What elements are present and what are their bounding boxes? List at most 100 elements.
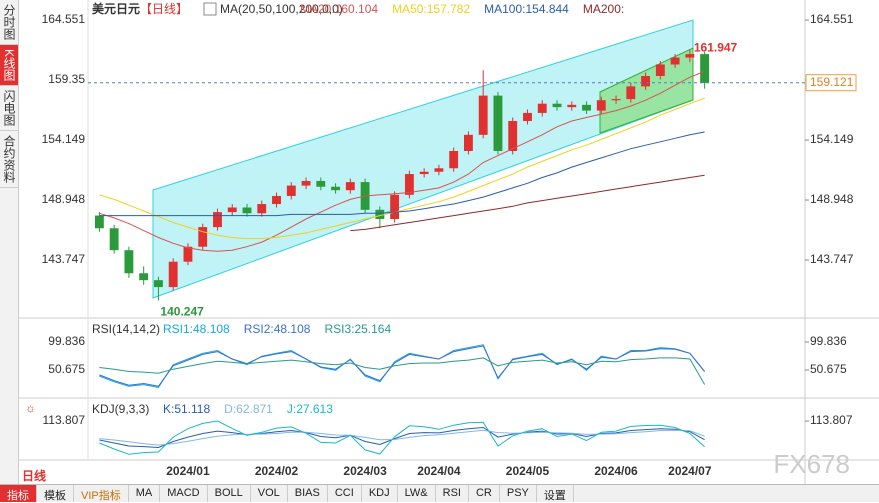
candle-body <box>109 228 119 251</box>
watermark: FX678 <box>773 449 850 479</box>
last-price-label: 159.121 <box>810 75 854 89</box>
candle-body <box>626 86 636 100</box>
toolbar: 指标 模板 VIP指标 MA MACD BOLL VOL BIAS CCI KDJ LW& RSI CR… <box>0 484 879 502</box>
tab-flash[interactable]: 闪电图 <box>0 86 18 132</box>
legend-entry: K:51.118 <box>163 402 210 416</box>
period-tab[interactable]: 日线 <box>22 469 47 483</box>
candle-body <box>94 215 104 229</box>
y-tick-label: 50.675 <box>810 362 847 376</box>
candle-body <box>257 204 267 214</box>
toolbar-button[interactable]: 设置 <box>537 485 574 502</box>
candle-body <box>345 182 355 191</box>
y-tick-label: 148.948 <box>810 192 854 206</box>
toolbar-button[interactable]: MA <box>129 485 161 502</box>
series-line <box>99 357 706 385</box>
series-line <box>99 97 705 240</box>
x-tick-label: 2024/03 <box>343 464 387 478</box>
tab-tick[interactable]: 分时图 <box>0 0 18 45</box>
symbol: 美元日元 <box>92 1 140 16</box>
toolbar-button[interactable]: KDJ <box>362 485 398 502</box>
candle-body <box>272 195 281 205</box>
y-tick-label: 143.747 <box>42 252 86 266</box>
toolbar-button[interactable]: RSI <box>436 485 469 502</box>
candle-body <box>331 186 340 191</box>
candle-body <box>641 76 650 87</box>
toolbar-button[interactable]: LW& <box>398 485 436 502</box>
tab-kline[interactable]: K线图 <box>0 45 18 87</box>
toolbar-button[interactable]: CR <box>469 485 500 502</box>
y-tick-label: 164.551 <box>810 12 854 26</box>
tab-info[interactable]: 合约资料 <box>0 131 18 189</box>
legend-entry: J:27.613 <box>287 402 333 416</box>
toolbar-button[interactable]: 指标 <box>0 485 37 502</box>
candle-body <box>168 261 178 288</box>
candle-body <box>655 64 665 77</box>
sidebar: 分时图 K线图 闪电图 合约资料 <box>0 0 19 484</box>
candle-body <box>419 171 429 175</box>
candle-body <box>198 227 208 247</box>
channel <box>599 47 694 134</box>
icon[interactable] <box>203 2 217 16</box>
icon[interactable]: ☼ <box>25 401 36 415</box>
y-tick-label: 154.149 <box>810 132 854 146</box>
kdj-title: KDJ(9,3,3) <box>92 402 149 416</box>
y-tick-label: 159.35 <box>48 72 85 86</box>
toolbar-button[interactable]: VOL <box>251 485 288 502</box>
period: 【日线】 <box>140 2 188 16</box>
candle-body <box>700 54 710 83</box>
toolbar-button[interactable]: CCI <box>328 485 362 502</box>
toolbar-button[interactable]: MACD <box>160 485 208 502</box>
candle-body <box>390 194 400 220</box>
candle-body <box>493 95 503 151</box>
candle-body <box>537 103 547 113</box>
toolbar-button[interactable]: VIP指标 <box>74 485 129 502</box>
series-line <box>99 344 705 389</box>
candle-body <box>154 280 163 288</box>
legend-entry: MA20:160.104 <box>300 2 378 16</box>
series-line <box>99 420 705 455</box>
series-line <box>99 345 705 387</box>
toolbar-button[interactable]: BIAS <box>288 485 328 502</box>
channel <box>152 19 694 299</box>
candle-body <box>213 212 222 228</box>
x-tick-label: 2024/06 <box>594 464 638 478</box>
candle-body <box>670 57 680 65</box>
chart: 美元日元 【日线】 MA(20,50,100,200,0,0) RSI(14,1… <box>19 0 879 484</box>
legend-entry: MA200: <box>583 2 624 16</box>
last-price-box <box>805 74 857 92</box>
x-tick-label: 2024/05 <box>506 464 550 478</box>
legend-entry: D:62.871 <box>224 402 273 416</box>
candle-body <box>316 180 326 187</box>
toolbar-button[interactable]: 模板 <box>37 485 74 502</box>
legend-entry: RSI2:48.108 <box>244 322 311 336</box>
x-tick-label: 2024/02 <box>255 464 299 478</box>
y-tick-label: 113.807 <box>810 413 853 427</box>
y-tick-label: 143.747 <box>810 252 854 266</box>
candle-body <box>434 168 444 172</box>
legend-entry: RSI1:48.108 <box>163 322 230 336</box>
y-tick-label: 154.149 <box>42 132 86 146</box>
y-tick-label: 99.836 <box>48 334 85 348</box>
candle-body <box>139 273 149 281</box>
y-tick-label: 50.675 <box>48 362 85 376</box>
high-label: 161.947 <box>694 40 738 54</box>
candle-body <box>685 54 695 58</box>
candle-body <box>375 209 385 220</box>
candle-body <box>464 134 473 151</box>
series-line <box>99 426 705 449</box>
candle-body <box>582 104 591 111</box>
series-line <box>99 131 705 217</box>
legend-entry: MA50:157.782 <box>392 2 470 16</box>
y-tick-label: 148.948 <box>42 192 86 206</box>
toolbar-button[interactable]: BOLL <box>208 485 251 502</box>
candle-body <box>508 120 518 151</box>
candle-body <box>242 207 252 214</box>
candle-body <box>404 174 414 195</box>
series-line <box>99 70 705 252</box>
candle-body <box>552 103 562 108</box>
candle-body <box>611 99 621 101</box>
x-tick-label: 2024/07 <box>668 464 712 478</box>
toolbar-button[interactable]: PSY <box>500 485 537 502</box>
low-label: 140.247 <box>160 305 204 319</box>
